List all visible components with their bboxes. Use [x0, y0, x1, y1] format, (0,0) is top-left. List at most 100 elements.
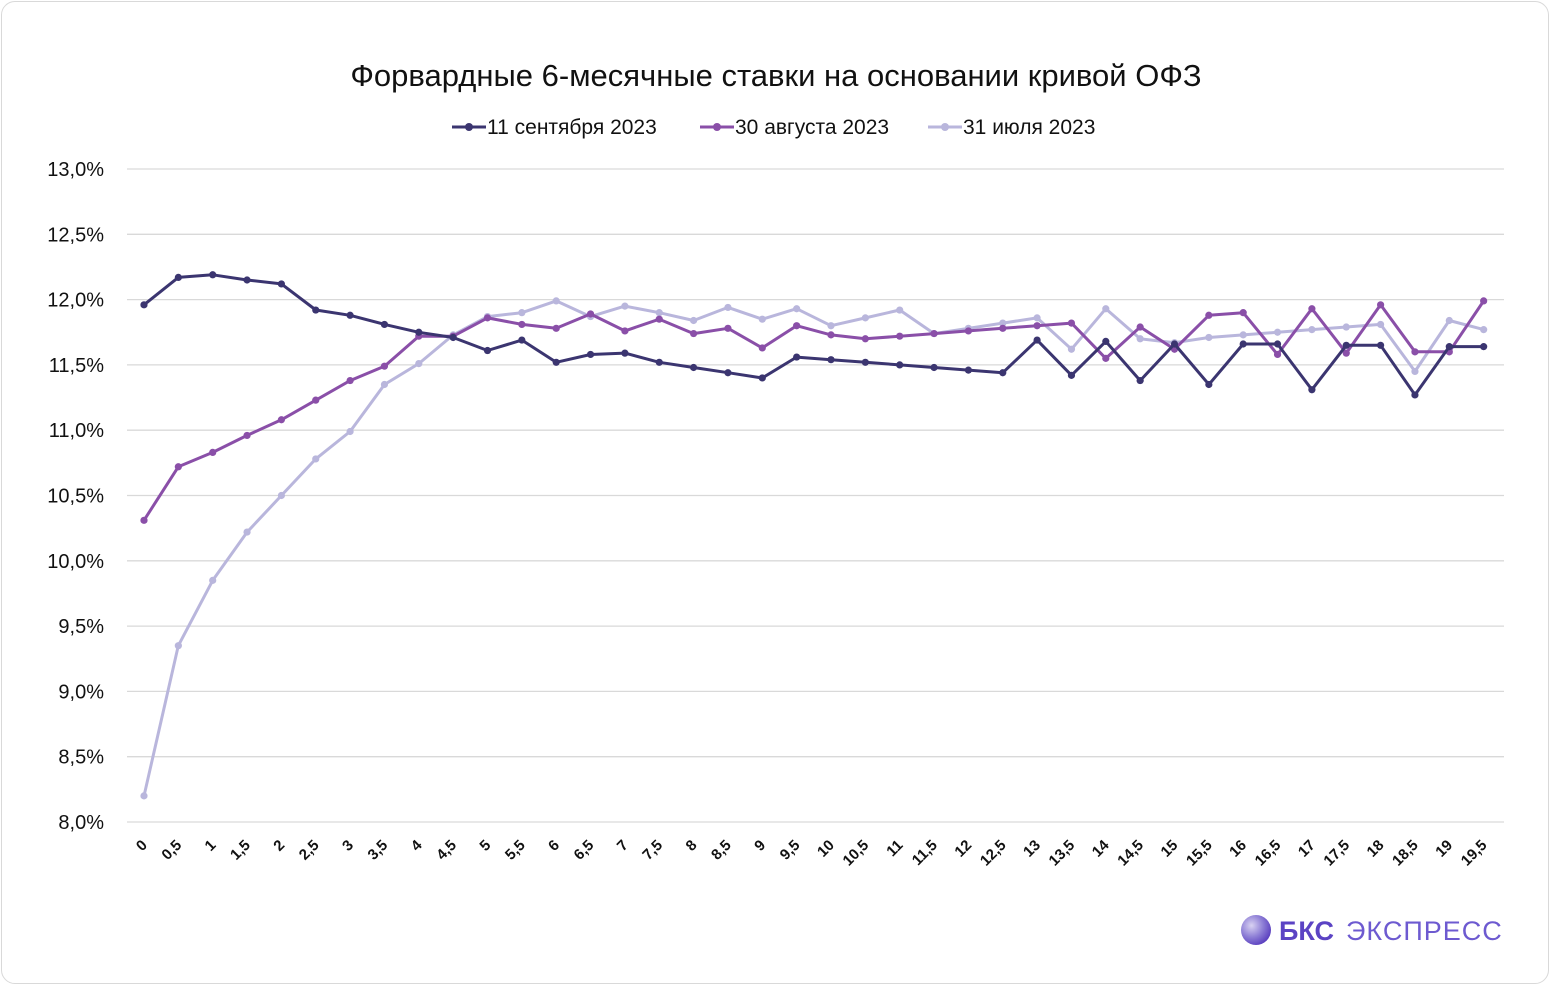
legend-item-0: 11 сентября 2023	[452, 116, 657, 139]
data-point	[896, 332, 904, 340]
x-tick-label: 4,5	[433, 837, 460, 864]
data-point	[243, 528, 251, 536]
data-point	[1445, 343, 1453, 351]
x-tick-label: 16	[1226, 837, 1250, 861]
y-tick-label: 10,5%	[47, 486, 104, 508]
x-tick-label: 18,5	[1389, 837, 1422, 870]
x-tick-label: 6	[545, 837, 563, 855]
data-point	[312, 396, 320, 404]
series-line	[142, 300, 1485, 522]
data-point	[827, 322, 835, 330]
data-point	[896, 306, 904, 314]
data-point	[312, 455, 320, 463]
x-tick-label: 7	[614, 837, 632, 855]
data-point	[758, 315, 766, 323]
x-tick-label: 12,5	[977, 837, 1010, 870]
y-tick-label: 11,0%	[49, 420, 104, 442]
data-point	[1480, 297, 1488, 305]
x-axis-ticks: 0 0,5 1 1,5 2 2,5 3 3,5 4 4,5 5 5,5 6 6,5 7 7,5 8 8,5 9 9,5…	[133, 836, 1491, 869]
legend-label: 11 сентября 2023	[487, 116, 657, 139]
data-point	[380, 320, 389, 329]
data-point	[621, 327, 629, 335]
data-point	[999, 369, 1007, 377]
data-point	[1170, 340, 1179, 348]
data-point	[655, 309, 663, 317]
brand-name-light: ЭКСПРЕСС	[1346, 916, 1503, 946]
legend-item-1: 30 августа 2023	[700, 116, 889, 139]
y-tick-label: 12,5%	[47, 224, 104, 246]
data-point	[1273, 328, 1282, 336]
series-0	[140, 271, 1488, 399]
data-point	[312, 306, 320, 314]
data-point	[1239, 331, 1247, 339]
data-point	[1480, 326, 1488, 334]
data-point	[483, 346, 492, 355]
x-tick-label: 8	[683, 837, 701, 855]
x-tick-label: 9	[751, 837, 769, 855]
data-point	[793, 353, 801, 361]
data-point	[999, 319, 1007, 327]
x-tick-label: 11	[883, 837, 906, 860]
data-point	[793, 305, 801, 313]
data-point	[1102, 354, 1110, 362]
data-point	[1205, 380, 1213, 389]
x-tick-label: 5	[476, 837, 494, 855]
data-point	[690, 329, 698, 338]
grid-lines	[127, 168, 1504, 823]
data-point	[415, 359, 423, 368]
data-point	[1205, 333, 1213, 342]
data-point	[243, 276, 251, 284]
data-point	[346, 376, 354, 385]
x-tick-label: 3,5	[365, 837, 392, 864]
data-point	[1377, 341, 1385, 349]
x-tick-label: 8,5	[708, 837, 735, 864]
legend-swatch-marker	[941, 123, 949, 131]
x-tick-label: 5,5	[502, 837, 529, 864]
data-point	[552, 358, 560, 366]
x-tick-label: 14,5	[1114, 837, 1147, 870]
data-point	[1136, 335, 1144, 343]
x-tick-label: 13,5	[1046, 837, 1079, 870]
x-tick-label: 7,5	[639, 837, 666, 864]
data-point	[174, 463, 182, 471]
data-point	[174, 642, 182, 650]
data-point	[1067, 345, 1076, 353]
legend-label: 31 июля 2023	[963, 116, 1095, 139]
data-point	[655, 358, 663, 366]
data-point	[793, 322, 801, 330]
data-point	[243, 431, 251, 440]
data-point	[861, 335, 869, 343]
data-point	[1308, 386, 1316, 394]
y-tick-label: 9,5%	[58, 616, 104, 638]
data-point	[277, 416, 285, 424]
data-point	[518, 336, 526, 344]
x-tick-label: 16,5	[1252, 837, 1285, 870]
data-point	[1273, 340, 1282, 348]
data-point	[380, 380, 389, 389]
data-point	[140, 792, 148, 800]
data-point	[518, 320, 526, 329]
x-tick-label: 0	[133, 837, 151, 855]
data-point	[209, 271, 217, 279]
data-point	[758, 344, 766, 352]
data-point	[1411, 348, 1419, 356]
chart-title: Форвардные 6-месячные ставки на основани…	[350, 58, 1201, 93]
data-point	[1308, 305, 1316, 313]
data-point	[140, 301, 148, 309]
x-tick-label: 10,5	[840, 837, 873, 870]
x-tick-label: 18	[1364, 837, 1388, 861]
data-point	[690, 363, 698, 372]
data-point	[724, 369, 732, 377]
data-point	[1067, 371, 1076, 379]
data-point	[518, 309, 526, 317]
data-point	[1136, 376, 1144, 385]
data-point	[896, 361, 904, 369]
x-tick-label: 15	[1158, 837, 1182, 861]
data-point	[552, 324, 560, 332]
x-tick-label: 14	[1089, 836, 1113, 860]
x-tick-label: 3	[339, 837, 357, 855]
data-point	[140, 516, 148, 524]
data-point	[655, 315, 663, 323]
data-point	[346, 311, 354, 319]
series-line	[143, 273, 1484, 397]
